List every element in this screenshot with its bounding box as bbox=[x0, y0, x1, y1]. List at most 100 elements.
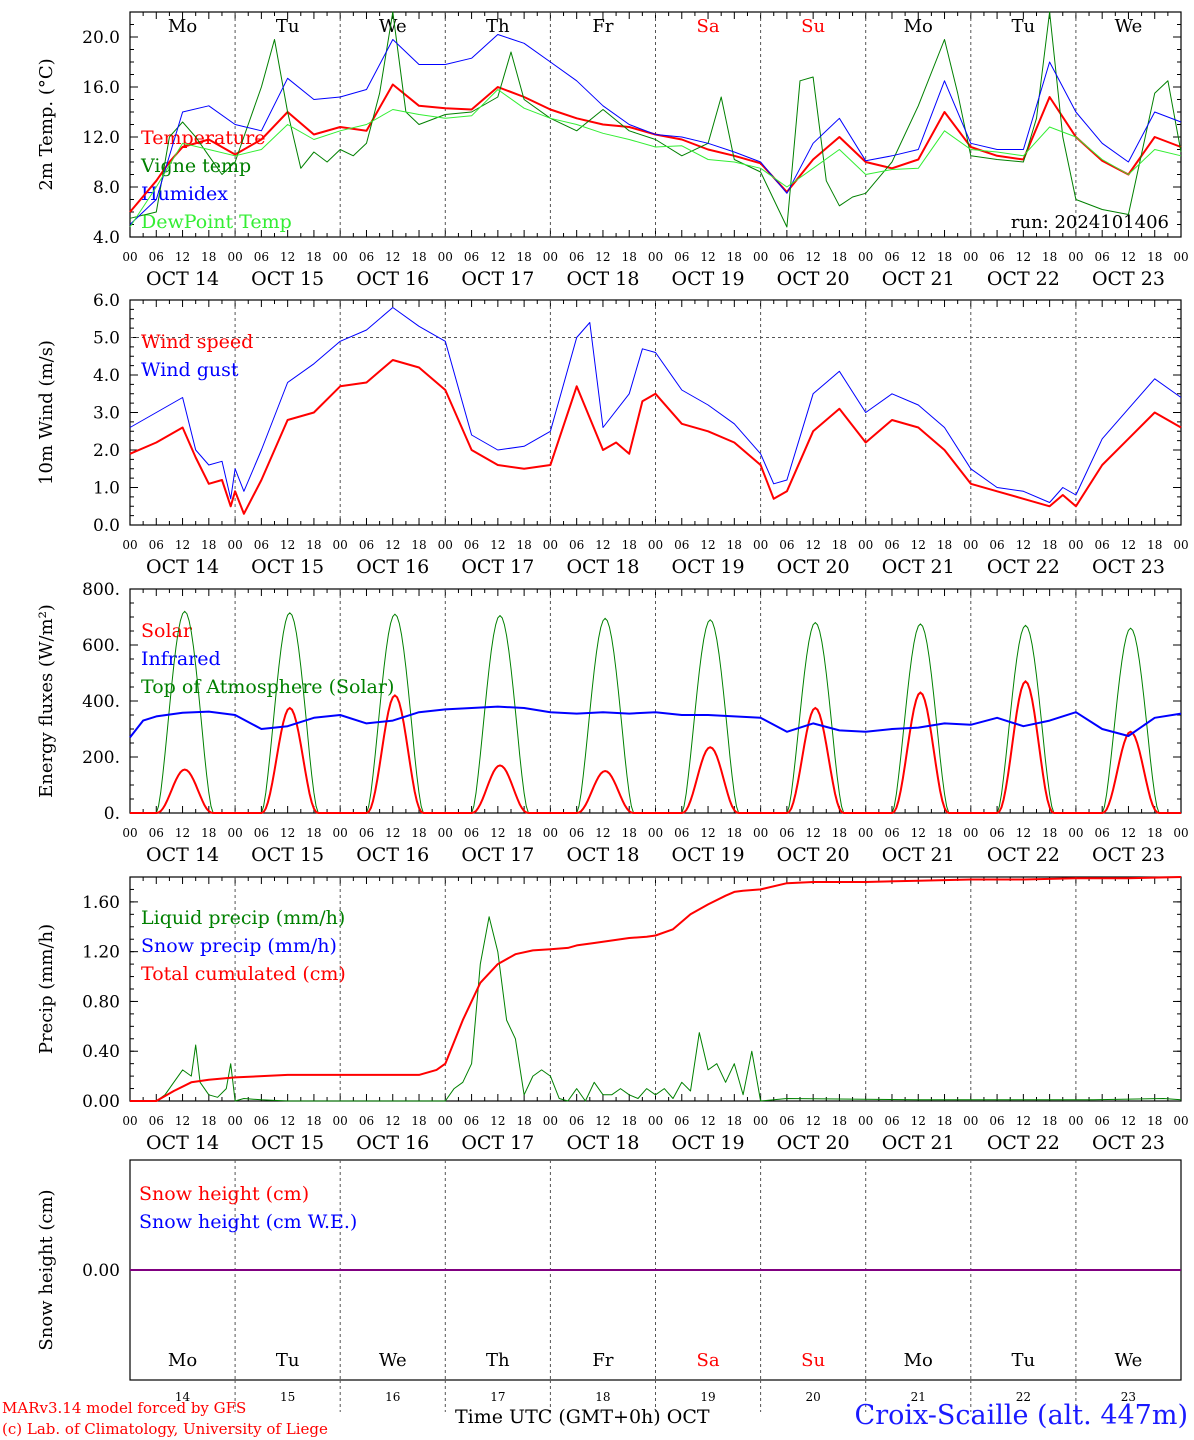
x-hour-label: 00 bbox=[963, 250, 978, 264]
x-hour-label: 00 bbox=[858, 250, 873, 264]
legend-entry: Snow height (cm W.E.) bbox=[139, 1211, 357, 1233]
x-hour-label: 12 bbox=[911, 250, 926, 264]
day-name: Mo bbox=[168, 1350, 197, 1371]
x-hour-label: 18 bbox=[516, 250, 531, 264]
x-hour-label: 18 bbox=[201, 538, 216, 552]
x-hour-label: 00 bbox=[1173, 1114, 1188, 1128]
run-label: run: 2024101406 bbox=[1011, 212, 1169, 233]
x-hour-label: 12 bbox=[700, 538, 715, 552]
x-hour-label: 00 bbox=[333, 538, 348, 552]
x-hour-label: 12 bbox=[700, 1114, 715, 1128]
x-hour-label: 18 bbox=[201, 250, 216, 264]
x-hour-label: 06 bbox=[674, 826, 689, 840]
x-hour-label: 12 bbox=[385, 538, 400, 552]
x-hour-label: 18 bbox=[1147, 538, 1162, 552]
x-hour-label: 18 bbox=[727, 1114, 742, 1128]
legend-entry: Infrared bbox=[141, 648, 221, 670]
panel-snow: 0.00 Snow height (cm) Mo 14 Tu 15 We 16 Th 17 Fr 18… bbox=[36, 1159, 1182, 1412]
y-tick-label: 1.60 bbox=[82, 893, 120, 913]
x-hour-label: 00 bbox=[122, 826, 137, 840]
x-hour-label: 06 bbox=[569, 1114, 584, 1128]
y-axis-label: Snow height (cm) bbox=[36, 1189, 57, 1350]
x-hour-label: 12 bbox=[700, 826, 715, 840]
day-name: Sa bbox=[697, 1350, 720, 1371]
x-hour-label: 06 bbox=[989, 250, 1004, 264]
series-line-temperature bbox=[129, 83, 1182, 213]
x-hour-label: 12 bbox=[175, 250, 190, 264]
x-hour-label: 06 bbox=[254, 826, 269, 840]
day-number: 23 bbox=[1121, 1390, 1136, 1404]
x-date-label: OCT 15 bbox=[251, 268, 324, 290]
x-hour-label: 00 bbox=[227, 826, 242, 840]
x-date-label: OCT 15 bbox=[251, 556, 324, 578]
x-hour-label: 06 bbox=[464, 1114, 479, 1128]
x-hour-label: 06 bbox=[569, 250, 584, 264]
x-hour-label: 18 bbox=[727, 538, 742, 552]
x-hour-label: 18 bbox=[832, 250, 847, 264]
x-hour-label: 18 bbox=[1042, 538, 1057, 552]
x-hour-label: 06 bbox=[884, 826, 899, 840]
x-hour-label: 00 bbox=[333, 1114, 348, 1128]
lab-credit: (c) Lab. of Climatology, University of L… bbox=[2, 1420, 328, 1438]
x-date-label: OCT 17 bbox=[461, 1132, 534, 1154]
x-date-label: OCT 17 bbox=[461, 844, 534, 866]
x-date-label: OCT 22 bbox=[987, 844, 1060, 866]
x-hour-label: 06 bbox=[149, 250, 164, 264]
y-tick-label: 4.0 bbox=[93, 228, 120, 248]
x-hour-label: 00 bbox=[543, 826, 558, 840]
x-hour-label: 00 bbox=[227, 250, 242, 264]
y-tick-label: 1.0 bbox=[93, 479, 120, 499]
x-hour-label: 12 bbox=[911, 826, 926, 840]
x-hour-label: 12 bbox=[806, 250, 821, 264]
x-hour-label: 00 bbox=[753, 538, 768, 552]
x-date-label: OCT 23 bbox=[1092, 1132, 1165, 1154]
y-tick-label: 20.0 bbox=[82, 28, 120, 48]
day-number: 16 bbox=[385, 1390, 400, 1404]
x-hour-label: 00 bbox=[753, 1114, 768, 1128]
x-hour-label: 00 bbox=[543, 538, 558, 552]
series-line-total-cumulated-cm- bbox=[130, 876, 1182, 1102]
x-hour-label: 12 bbox=[385, 250, 400, 264]
x-date-label: OCT 17 bbox=[461, 268, 534, 290]
x-hour-label: 00 bbox=[858, 826, 873, 840]
x-axis-month: OCT bbox=[666, 1406, 710, 1428]
x-hour-label: 18 bbox=[411, 826, 426, 840]
x-date-label: OCT 14 bbox=[146, 1132, 219, 1154]
x-hour-label: 00 bbox=[122, 1114, 137, 1128]
legend-entry: Liquid precip (mm/h) bbox=[141, 907, 345, 929]
x-date-label: OCT 14 bbox=[146, 268, 219, 290]
x-hour-label: 06 bbox=[359, 1114, 374, 1128]
x-date-label: OCT 20 bbox=[777, 1132, 850, 1154]
x-hour-label: 00 bbox=[227, 1114, 242, 1128]
y-tick-label: 4.0 bbox=[93, 366, 120, 386]
x-hour-label: 06 bbox=[1095, 250, 1110, 264]
x-hour-label: 00 bbox=[543, 1114, 558, 1128]
x-hour-label: 18 bbox=[727, 826, 742, 840]
x-date-label: OCT 15 bbox=[251, 1132, 324, 1154]
day-number: 21 bbox=[911, 1390, 926, 1404]
day-name: We bbox=[379, 16, 407, 37]
series-line-wind-speed bbox=[129, 359, 1182, 515]
legend-entry: Vigne temp bbox=[140, 155, 251, 177]
x-hour-label: 12 bbox=[911, 1114, 926, 1128]
x-hour-label: 06 bbox=[464, 250, 479, 264]
y-tick-label: 800. bbox=[82, 580, 120, 600]
x-axis-title-text: Time UTC (GMT+0h) bbox=[455, 1406, 661, 1428]
x-hour-label: 12 bbox=[490, 1114, 505, 1128]
x-hour-label: 12 bbox=[595, 826, 610, 840]
x-date-label: OCT 22 bbox=[987, 556, 1060, 578]
day-name: Su bbox=[801, 16, 825, 37]
x-hour-label: 18 bbox=[937, 250, 952, 264]
x-date-label: OCT 19 bbox=[672, 556, 745, 578]
day-name: Mo bbox=[904, 16, 933, 37]
y-tick-label: 6.0 bbox=[93, 291, 120, 311]
x-date-label: OCT 18 bbox=[566, 268, 639, 290]
x-hour-label: 18 bbox=[832, 1114, 847, 1128]
x-hour-label: 12 bbox=[490, 826, 505, 840]
panel-temp: 4.0 8.0 12.0 16.0 20.0 2m Temp. (°C) Mo Tu We Th F… bbox=[36, 11, 1189, 290]
y-tick-label: 2.0 bbox=[93, 441, 120, 461]
day-name: Su bbox=[801, 1350, 825, 1371]
day-name: Tu bbox=[1012, 1350, 1036, 1371]
series-line-wind-gust bbox=[129, 307, 1182, 503]
x-hour-label: 18 bbox=[411, 538, 426, 552]
